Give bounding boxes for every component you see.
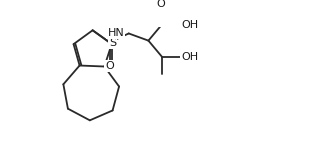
Text: O: O <box>105 61 114 71</box>
Text: OH: OH <box>182 52 199 62</box>
Text: O: O <box>156 0 165 9</box>
Text: HN: HN <box>107 28 124 38</box>
Text: S: S <box>109 38 116 48</box>
Text: OH: OH <box>182 20 199 30</box>
